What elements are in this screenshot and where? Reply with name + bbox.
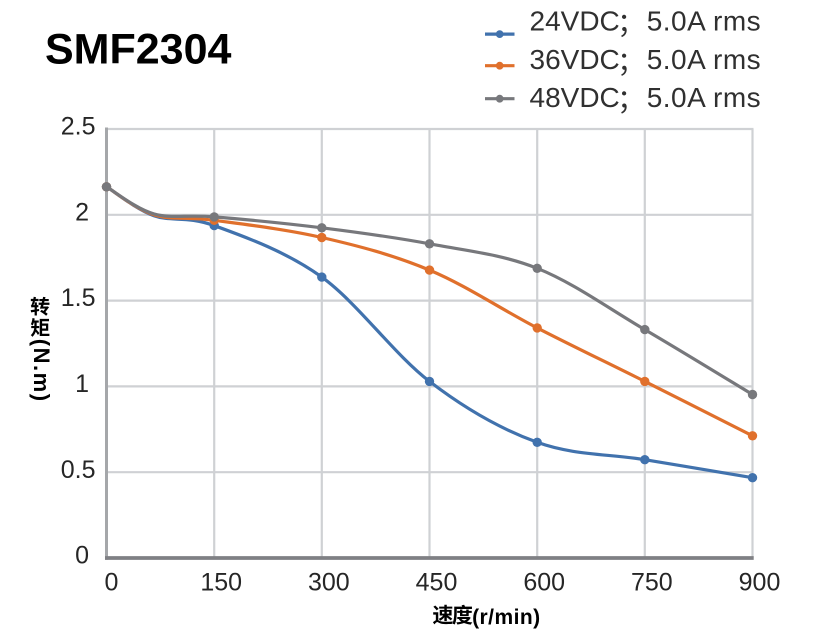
svg-text:300: 300 [308, 569, 350, 597]
svg-text:2: 2 [75, 198, 89, 226]
svg-text:24VDC: 24VDC [530, 6, 620, 37]
svg-text:1: 1 [75, 370, 89, 398]
svg-text:0: 0 [105, 569, 119, 597]
svg-text:1.5: 1.5 [61, 284, 96, 312]
svg-text:48VDC: 48VDC [530, 82, 620, 113]
svg-text:(r/min): (r/min) [472, 606, 540, 629]
svg-text:5.0A rms: 5.0A rms [647, 6, 761, 37]
svg-text:5.0A rms: 5.0A rms [647, 44, 761, 75]
svg-text:450: 450 [416, 569, 458, 597]
svg-text:2.5: 2.5 [61, 113, 96, 141]
svg-text:(N.m): (N.m) [29, 339, 54, 403]
svg-text:5.0A rms: 5.0A rms [647, 82, 761, 113]
svg-text:0: 0 [75, 542, 89, 570]
svg-text:36VDC: 36VDC [530, 44, 620, 75]
svg-text:150: 150 [200, 569, 242, 597]
svg-text:900: 900 [739, 569, 781, 597]
svg-text:0.5: 0.5 [61, 456, 96, 484]
svg-text:SMF2304: SMF2304 [45, 26, 232, 74]
svg-text:750: 750 [631, 569, 673, 597]
svg-text:600: 600 [523, 569, 565, 597]
